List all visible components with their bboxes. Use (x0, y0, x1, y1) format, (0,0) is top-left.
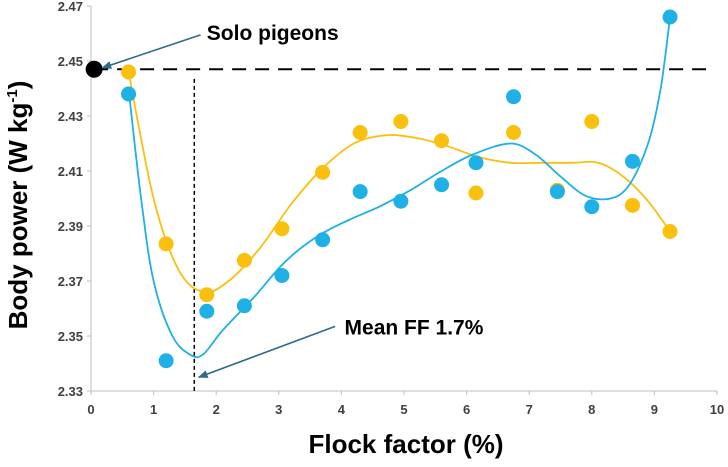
x-tick-label: 0 (87, 402, 94, 417)
solo-pigeons-label: Solo pigeons (207, 22, 339, 45)
x-tick-label: 9 (651, 402, 658, 417)
blue-data-point (199, 303, 215, 319)
yellow-data-point (121, 64, 137, 80)
yellow-data-point (662, 224, 678, 239)
blue-data-point (434, 177, 450, 193)
y-tick-label: 2.47 (58, 0, 83, 14)
trend-curves (127, 16, 671, 359)
blue-data-point (468, 155, 484, 171)
y-tick-label: 2.39 (58, 219, 83, 234)
x-axis-title: Flock factor (%) (308, 429, 503, 459)
y-tick-label: 2.33 (58, 384, 83, 399)
y-tick-label: 2.43 (58, 109, 83, 124)
y-axis-title-close: ) (3, 81, 33, 90)
x-tick-label: 1 (150, 402, 157, 417)
yellow-data-point (624, 197, 640, 213)
reference-lines (94, 68, 706, 391)
axes: 0 1 2 3 4 5 6 7 8 9 10 2.33 2.35 2.37 2.39 2.41 2.43 2.45… (58, 0, 725, 417)
y-tick-label: 2.37 (58, 274, 83, 289)
yellow-trend-curve (127, 71, 671, 294)
y-tick-label: 2.45 (58, 54, 83, 69)
x-tick-label: 8 (588, 402, 595, 417)
yellow-data-point (199, 287, 215, 303)
y-tick-label: 2.41 (58, 164, 83, 179)
yellow-data-point (236, 252, 252, 268)
x-tick-label: 5 (400, 402, 407, 417)
blue-data-point (236, 298, 252, 314)
yellow-data-point (352, 125, 368, 140)
x-tick-label: 3 (275, 402, 282, 417)
x-tick-label: 7 (526, 402, 533, 417)
yellow-data-point (468, 185, 484, 201)
x-tick-label: 6 (463, 402, 470, 417)
blue-data-point (393, 193, 409, 209)
annotations: Solo pigeons Mean FF 1.7% (101, 22, 484, 378)
blue-data-point (315, 232, 331, 248)
blue-data-point (624, 153, 640, 169)
y-axis-title-superscript: -1 (4, 89, 21, 102)
mean-ff-label: Mean FF 1.7% (345, 316, 484, 339)
yellow-data-point (434, 133, 450, 149)
data-points (85, 9, 678, 369)
mean-ff-arrow (197, 325, 336, 378)
x-tick-label: 4 (338, 402, 346, 417)
blue-data-point (121, 86, 137, 102)
blue-data-point (274, 268, 290, 283)
yellow-data-point (315, 164, 331, 180)
yellow-data-point (506, 125, 522, 140)
blue-trend-curve (127, 16, 671, 359)
solo-pigeons-arrow (101, 34, 201, 69)
x-tick-label: 2 (213, 402, 220, 417)
y-axis-title-main: Body power (W kg (3, 103, 33, 330)
blue-data-point (506, 89, 522, 105)
blue-data-point (662, 9, 678, 25)
y-axis-title: Body power (W kg-1) (3, 81, 33, 330)
y-tick-label: 2.35 (58, 329, 83, 344)
yellow-data-point (158, 236, 174, 252)
blue-data-point (352, 184, 368, 200)
blue-data-point (549, 184, 565, 200)
blue-data-point (584, 199, 600, 215)
x-tick-label: 10 (710, 402, 724, 417)
yellow-data-point (584, 114, 600, 129)
yellow-data-point (393, 114, 409, 129)
yellow-data-point (274, 221, 290, 237)
solo-pigeons-point (85, 60, 103, 78)
blue-data-point (158, 353, 174, 369)
